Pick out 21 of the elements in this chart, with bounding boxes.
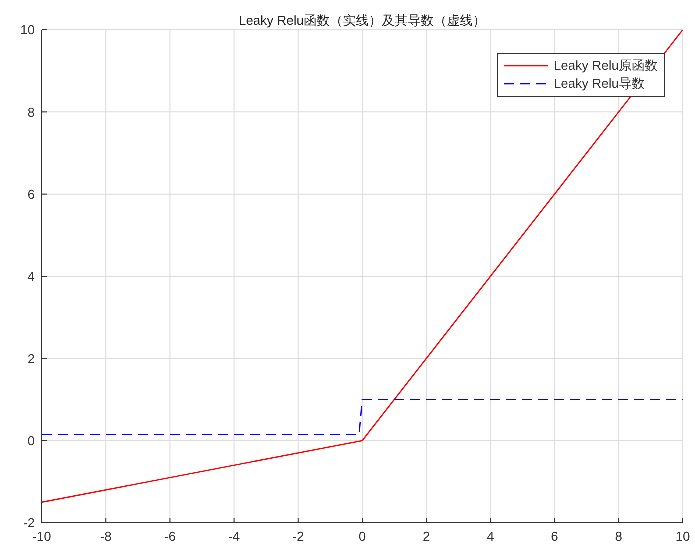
x-tick-label: 8 — [615, 529, 623, 544]
chart-title: Leaky Relu函数（实线）及其导数（虚线） — [238, 12, 488, 30]
y-tick-label: -2 — [23, 516, 35, 531]
x-tick-label: 0 — [358, 529, 366, 544]
y-tick-label: 0 — [28, 433, 35, 448]
x-tick-label: -8 — [100, 529, 112, 544]
y-tick-label: 6 — [28, 186, 35, 202]
legend-label: Leaky Relu导数 — [554, 75, 645, 93]
x-tick-label: 2 — [422, 529, 430, 544]
x-tick-label: 6 — [551, 529, 558, 544]
legend-label: Leaky Relu原函数 — [554, 57, 658, 75]
y-tick-label: 8 — [28, 104, 35, 120]
x-tick-label: 4 — [487, 529, 494, 544]
y-tick-label: 2 — [28, 351, 35, 366]
y-tick-label: 10 — [20, 22, 35, 38]
x-tick-label: -10 — [32, 529, 52, 544]
x-tick-label: -2 — [292, 529, 304, 544]
y-tick-label: 4 — [28, 269, 35, 284]
x-tick-label: -6 — [164, 529, 176, 544]
x-tick-label: -4 — [228, 529, 240, 544]
x-tick-label: 10 — [676, 529, 690, 544]
